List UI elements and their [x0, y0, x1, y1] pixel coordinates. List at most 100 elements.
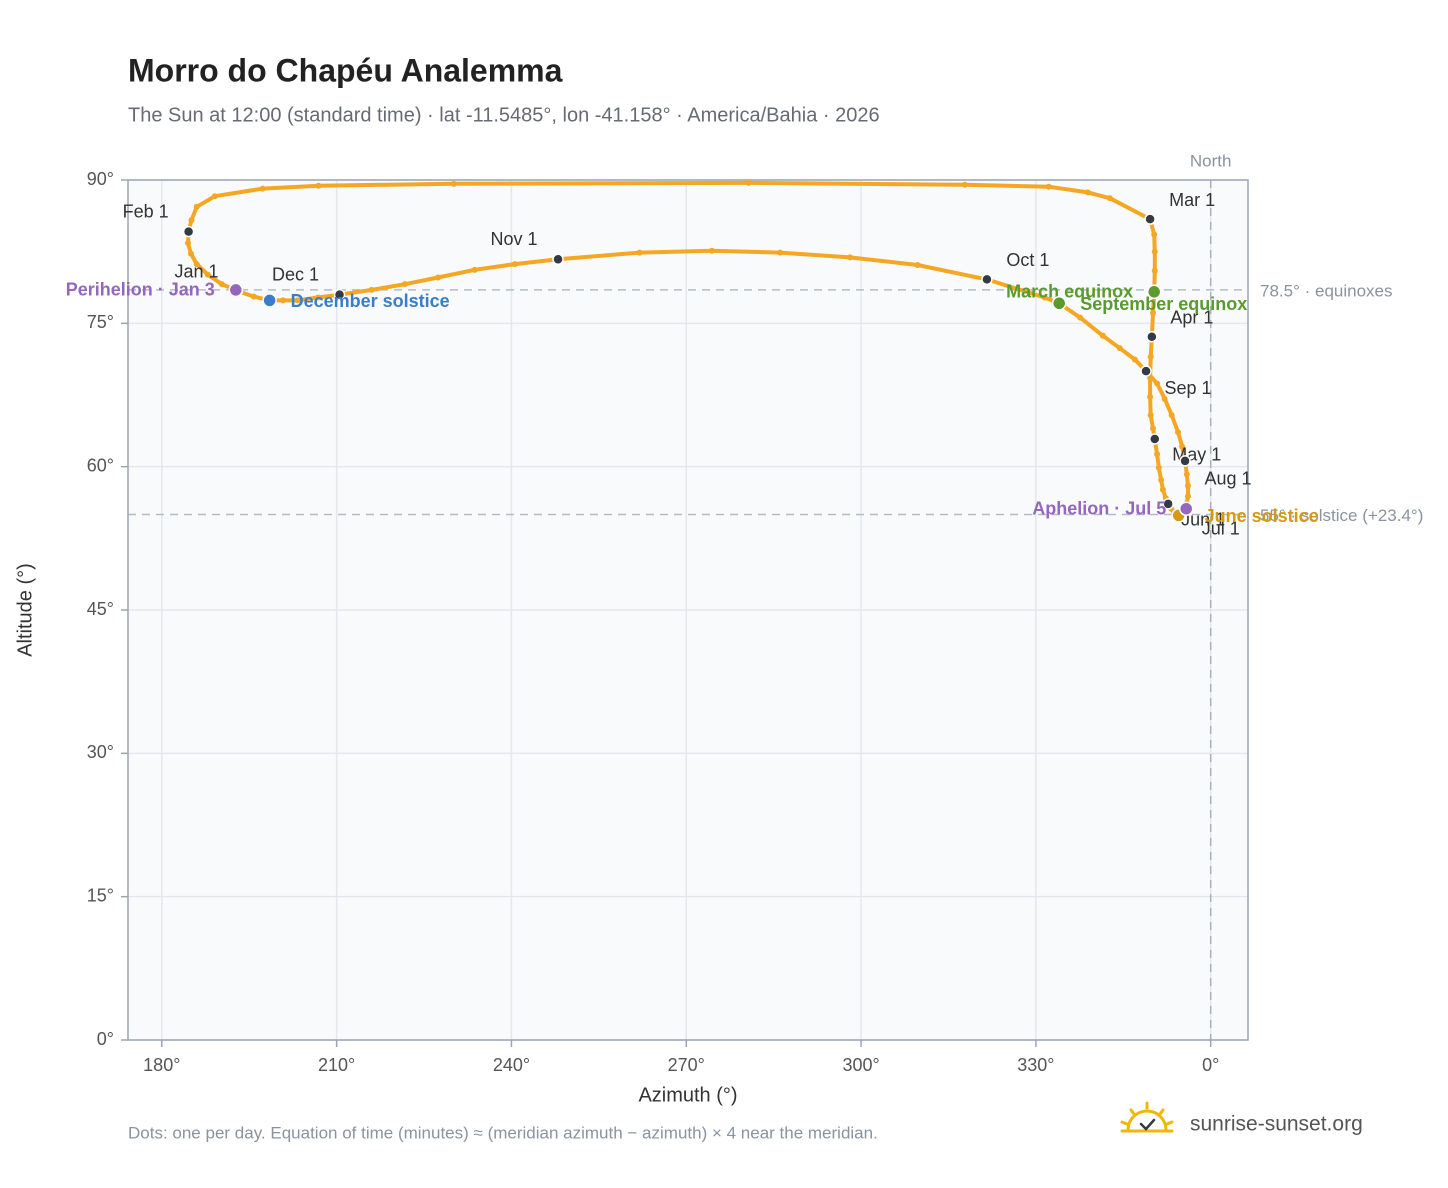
x-tick-label: 270° — [668, 1055, 705, 1075]
y-tick-label: 30° — [87, 742, 114, 762]
daily-dot — [1106, 195, 1113, 202]
x-tick-label: 330° — [1017, 1055, 1054, 1075]
y-tick-label: 75° — [87, 312, 114, 332]
daily-dot — [250, 293, 257, 300]
daily-dot — [187, 250, 194, 257]
y-tick-label: 45° — [87, 599, 114, 619]
month-label: Apr 1 — [1170, 307, 1213, 327]
daily-dot — [961, 181, 968, 188]
daily-dot — [511, 261, 518, 268]
daily-dot — [368, 286, 375, 293]
event-marker — [1146, 284, 1162, 300]
reference-label: 78.5° · equinoxes — [1260, 281, 1393, 300]
daily-dot — [471, 266, 478, 273]
daily-dot — [1147, 393, 1154, 400]
month-marker — [1140, 365, 1152, 377]
month-marker — [182, 225, 195, 238]
month-marker — [1149, 433, 1161, 445]
daily-dot — [193, 203, 200, 210]
daily-dot — [450, 180, 457, 187]
daily-dot — [1184, 482, 1191, 489]
daily-dot — [435, 274, 442, 281]
y-tick-label: 60° — [87, 455, 114, 475]
month-label: Sep 1 — [1164, 378, 1211, 398]
month-marker — [333, 288, 346, 301]
event-label: June solstice — [1205, 506, 1319, 526]
daily-dot — [1159, 486, 1166, 493]
marks-layer: 0° 15° 30° 45° 60° 75° 90° 180° 210° 240° 270° 300°… — [66, 151, 1424, 1074]
daily-dot — [1175, 429, 1182, 436]
daily-dot — [1151, 267, 1158, 274]
daily-dot — [1161, 395, 1168, 402]
event-label: Perihelion · Jan 3 — [66, 280, 215, 300]
daily-dot — [1150, 425, 1157, 432]
daily-dot — [777, 249, 784, 256]
month-marker — [552, 253, 564, 266]
daily-dot — [1179, 443, 1186, 450]
month-label: Mar 1 — [1169, 190, 1215, 210]
event-label: September equinox — [1080, 294, 1247, 314]
y-tick-label: 15° — [87, 885, 114, 905]
daily-dot — [914, 262, 921, 269]
brand-logo — [1120, 1101, 1174, 1133]
daily-dot — [1077, 314, 1084, 321]
daily-dot — [193, 261, 200, 268]
daily-dot — [708, 247, 715, 254]
daily-dot — [1155, 464, 1162, 471]
month-marker — [1162, 498, 1174, 510]
y-tick-label: 90° — [87, 169, 114, 189]
daily-dot — [745, 179, 752, 186]
daily-dot — [211, 193, 218, 200]
month-label: Dec 1 — [272, 264, 319, 284]
meridian-label: North — [1190, 151, 1232, 170]
daily-dot — [1154, 380, 1161, 387]
daily-dot — [280, 297, 287, 304]
month-label: Nov 1 — [491, 229, 538, 249]
y-tick-label: 0° — [97, 1029, 114, 1049]
x-tick-label: 180° — [143, 1055, 180, 1075]
daily-dot — [1147, 353, 1154, 360]
daily-dot — [1151, 231, 1158, 238]
x-tick-label: 210° — [318, 1055, 355, 1075]
daily-dot — [1154, 451, 1161, 458]
month-label: Jan 1 — [175, 262, 219, 282]
daily-dot — [1151, 248, 1158, 255]
daily-dot — [218, 281, 225, 288]
daily-dot — [1084, 189, 1091, 196]
brand-name: sunrise-sunset.org — [1190, 1113, 1363, 1136]
daily-dot — [204, 271, 211, 278]
month-marker — [981, 273, 993, 286]
x-tick-label: 300° — [842, 1055, 879, 1075]
footnote: Dots: one per day. Equation of time (min… — [128, 1123, 878, 1142]
event-label: December solstice — [291, 291, 450, 311]
daily-dot — [846, 254, 853, 261]
plot-layer — [128, 179, 1248, 1041]
daily-dot — [1116, 345, 1123, 352]
x-tick-label: 0° — [1202, 1055, 1219, 1075]
y-axis-title: Altitude (°) — [14, 563, 36, 657]
daily-dot — [636, 249, 643, 256]
daily-dot — [314, 294, 321, 301]
month-label: Feb 1 — [123, 201, 169, 221]
daily-dot — [1158, 477, 1165, 484]
month-marker — [1179, 455, 1191, 467]
month-label: Jul 1 — [1202, 518, 1240, 538]
daily-dot — [188, 217, 195, 224]
chart-title: Morro do Chapéu Analemma — [128, 52, 563, 88]
daily-dot — [1147, 412, 1154, 419]
daily-dot — [401, 281, 408, 288]
x-tick-label: 240° — [493, 1055, 530, 1075]
event-marker — [262, 293, 277, 308]
daily-dot — [185, 240, 192, 247]
daily-dot — [259, 185, 266, 192]
event-marker — [1178, 501, 1194, 516]
daily-dot — [315, 182, 322, 189]
daily-dot — [294, 297, 301, 304]
month-label: Aug 1 — [1205, 469, 1252, 489]
event-marker — [228, 282, 244, 298]
x-axis-title: Azimuth (°) — [638, 1084, 737, 1106]
month-marker — [1146, 330, 1158, 343]
event-label: March equinox — [1006, 282, 1133, 302]
